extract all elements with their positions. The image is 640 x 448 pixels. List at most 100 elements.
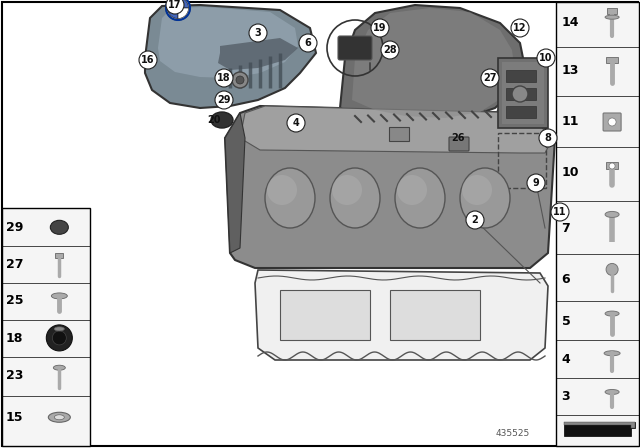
Text: 6: 6 bbox=[305, 38, 312, 48]
Ellipse shape bbox=[265, 168, 315, 228]
Circle shape bbox=[46, 325, 72, 351]
Ellipse shape bbox=[51, 293, 67, 299]
Polygon shape bbox=[145, 5, 316, 108]
Polygon shape bbox=[352, 8, 515, 118]
Text: 2: 2 bbox=[472, 215, 478, 225]
FancyBboxPatch shape bbox=[449, 137, 469, 151]
Polygon shape bbox=[564, 422, 635, 428]
Ellipse shape bbox=[54, 415, 65, 420]
Circle shape bbox=[608, 118, 616, 126]
Text: 18: 18 bbox=[217, 73, 231, 83]
Text: 9: 9 bbox=[532, 178, 540, 188]
Circle shape bbox=[539, 129, 557, 147]
Polygon shape bbox=[564, 422, 635, 436]
Text: 19: 19 bbox=[373, 23, 387, 33]
Ellipse shape bbox=[330, 168, 380, 228]
Ellipse shape bbox=[605, 311, 619, 316]
Circle shape bbox=[299, 34, 317, 52]
Polygon shape bbox=[340, 5, 525, 126]
Circle shape bbox=[371, 19, 389, 37]
Bar bbox=[2, 208, 90, 446]
Ellipse shape bbox=[51, 220, 68, 234]
Text: 11: 11 bbox=[561, 116, 579, 129]
Text: 29: 29 bbox=[6, 221, 23, 234]
Ellipse shape bbox=[605, 15, 619, 19]
Bar bbox=[280, 290, 370, 340]
Bar bbox=[506, 88, 536, 100]
Circle shape bbox=[511, 19, 529, 37]
Ellipse shape bbox=[54, 327, 65, 331]
Ellipse shape bbox=[462, 175, 492, 205]
Text: 10: 10 bbox=[540, 53, 553, 63]
Text: 13: 13 bbox=[561, 65, 579, 78]
Text: 23: 23 bbox=[6, 369, 23, 382]
Ellipse shape bbox=[267, 175, 297, 205]
Bar bbox=[506, 70, 536, 82]
Ellipse shape bbox=[460, 168, 510, 228]
Text: 6: 6 bbox=[561, 273, 570, 286]
Circle shape bbox=[551, 203, 569, 221]
Text: 4: 4 bbox=[561, 353, 570, 366]
Text: 16: 16 bbox=[141, 55, 155, 65]
Circle shape bbox=[466, 211, 484, 229]
Text: 14: 14 bbox=[561, 16, 579, 29]
Text: 12: 12 bbox=[513, 23, 527, 33]
Ellipse shape bbox=[53, 365, 65, 370]
Text: 7: 7 bbox=[561, 222, 570, 235]
Circle shape bbox=[606, 263, 618, 276]
Bar bbox=[606, 57, 618, 63]
Text: 4: 4 bbox=[292, 118, 300, 128]
Text: 8: 8 bbox=[545, 133, 552, 143]
Bar bbox=[607, 8, 617, 14]
Text: 3: 3 bbox=[561, 391, 570, 404]
Wedge shape bbox=[178, 8, 189, 18]
Ellipse shape bbox=[604, 351, 620, 356]
FancyBboxPatch shape bbox=[603, 113, 621, 131]
Bar bbox=[556, 2, 639, 446]
Text: 15: 15 bbox=[6, 411, 24, 424]
Bar bbox=[498, 133, 546, 188]
Polygon shape bbox=[255, 270, 548, 360]
Circle shape bbox=[236, 76, 244, 84]
Ellipse shape bbox=[605, 389, 619, 395]
Text: 3: 3 bbox=[255, 28, 261, 38]
Bar bbox=[506, 106, 536, 118]
Text: 20: 20 bbox=[207, 115, 221, 125]
Bar bbox=[502, 62, 544, 124]
Ellipse shape bbox=[395, 168, 445, 228]
Text: 27: 27 bbox=[6, 258, 24, 271]
Text: 27: 27 bbox=[483, 73, 497, 83]
Ellipse shape bbox=[397, 175, 427, 205]
Text: 25: 25 bbox=[6, 294, 24, 307]
Circle shape bbox=[166, 0, 184, 14]
FancyBboxPatch shape bbox=[338, 36, 372, 60]
Circle shape bbox=[527, 174, 545, 192]
Text: 18: 18 bbox=[6, 332, 23, 345]
Text: 28: 28 bbox=[383, 45, 397, 55]
Bar bbox=[606, 162, 618, 169]
Text: 11: 11 bbox=[553, 207, 567, 217]
Bar bbox=[498, 58, 548, 128]
Circle shape bbox=[215, 91, 233, 109]
Circle shape bbox=[512, 86, 528, 102]
Wedge shape bbox=[168, 8, 178, 18]
Text: 29: 29 bbox=[217, 95, 231, 105]
Ellipse shape bbox=[211, 112, 233, 128]
Circle shape bbox=[215, 69, 233, 87]
Text: 17: 17 bbox=[168, 0, 182, 10]
Text: 435525: 435525 bbox=[496, 429, 530, 438]
Polygon shape bbox=[225, 106, 555, 268]
Text: 26: 26 bbox=[451, 133, 465, 143]
Bar bbox=[390, 290, 480, 340]
Text: 10: 10 bbox=[561, 167, 579, 180]
Circle shape bbox=[287, 114, 305, 132]
Wedge shape bbox=[168, 0, 178, 8]
Circle shape bbox=[166, 0, 190, 20]
Ellipse shape bbox=[332, 175, 362, 205]
Circle shape bbox=[381, 41, 399, 59]
Bar bbox=[55, 253, 63, 258]
Polygon shape bbox=[218, 38, 298, 70]
Circle shape bbox=[609, 163, 615, 169]
Polygon shape bbox=[225, 113, 245, 253]
Circle shape bbox=[249, 24, 267, 42]
